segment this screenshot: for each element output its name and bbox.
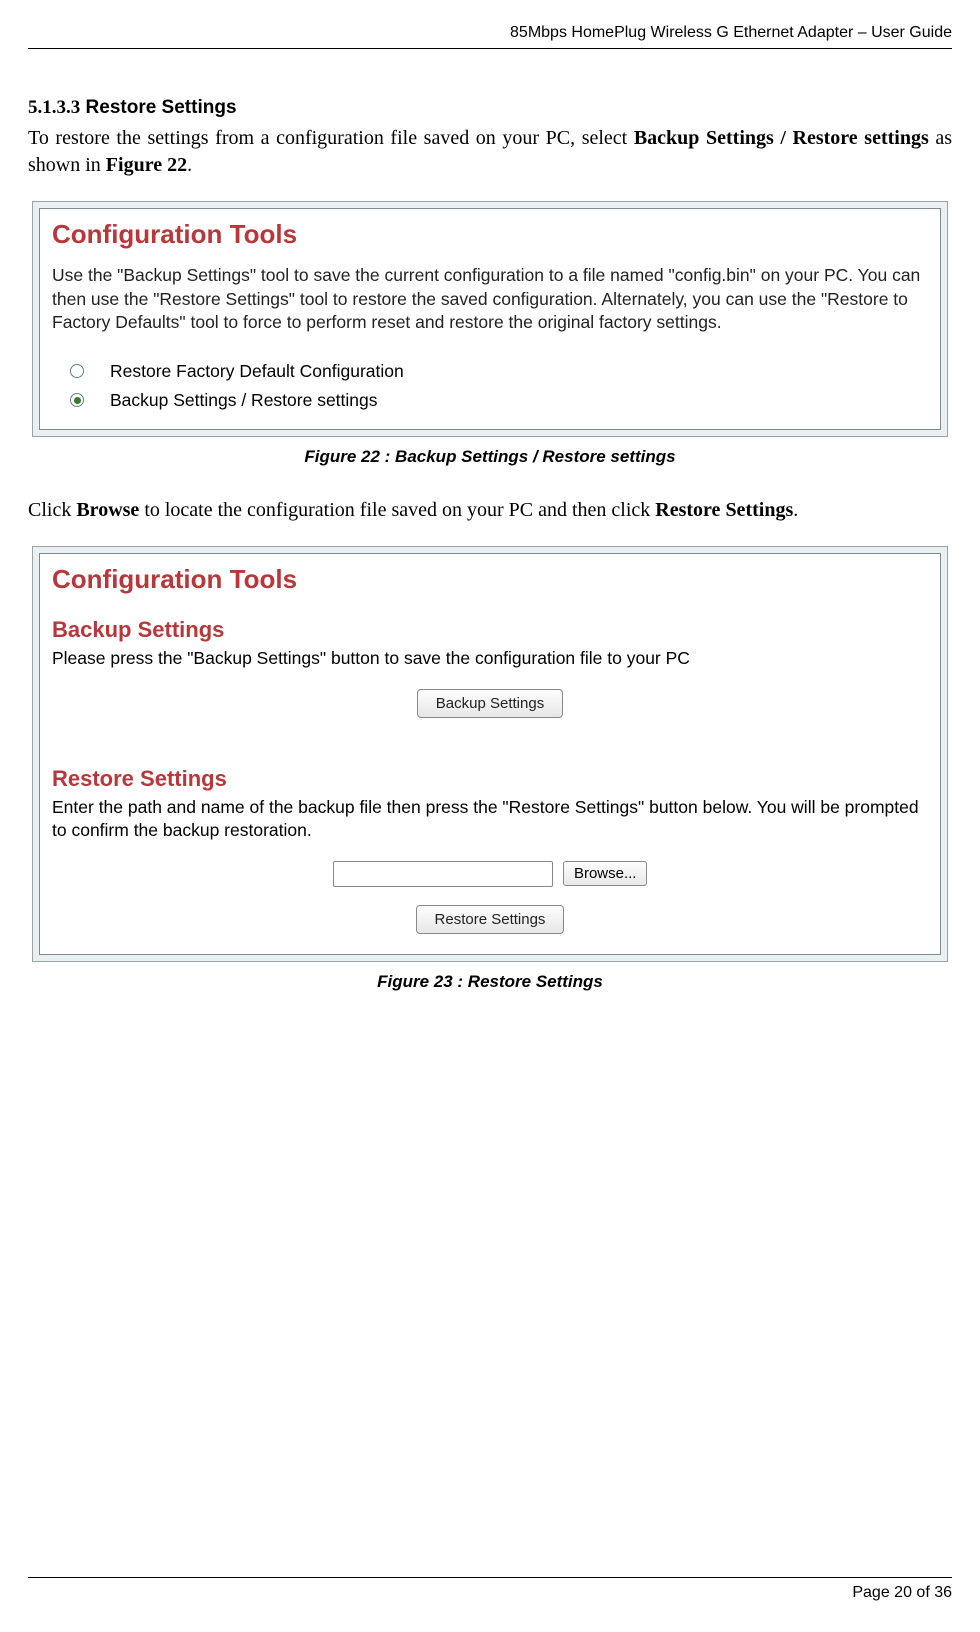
radio-icon-selected[interactable]	[70, 393, 84, 407]
restore-settings-button[interactable]: Restore Settings	[416, 905, 565, 934]
restore-settings-text: Enter the path and name of the backup fi…	[52, 796, 928, 843]
backup-settings-heading: Backup Settings	[52, 617, 928, 643]
page-number: Page 20 of 36	[28, 1584, 952, 1602]
figure-22-screenshot: Configuration Tools Use the "Backup Sett…	[32, 201, 948, 437]
backup-settings-text: Please press the "Backup Settings" butto…	[52, 647, 928, 671]
para-text-a: To restore the settings from a configura…	[28, 127, 634, 149]
restore-button-row: Restore Settings	[52, 905, 928, 934]
config-tools-title-1: Configuration Tools	[52, 219, 928, 250]
mid-bold-2: Restore Settings	[655, 499, 793, 521]
mid-c: .	[793, 499, 798, 521]
header-rule	[28, 48, 952, 49]
para-text-c: .	[187, 154, 192, 176]
mid-bold-1: Browse	[76, 499, 139, 521]
config-tools-desc: Use the "Backup Settings" tool to save t…	[52, 264, 928, 335]
footer-rule	[28, 1577, 952, 1578]
mid-a: Click	[28, 499, 76, 521]
file-path-input[interactable]	[333, 861, 553, 887]
section-heading: 5.1.3.3 Restore Settings	[28, 97, 952, 119]
para-bold-2: Figure 22	[106, 154, 187, 176]
backup-button-row: Backup Settings	[52, 689, 928, 718]
radio-icon[interactable]	[70, 364, 84, 378]
para-bold-1: Backup Settings / Restore settings	[634, 127, 929, 149]
figure-22-inner: Configuration Tools Use the "Backup Sett…	[39, 208, 941, 430]
figure-22-caption: Figure 22 : Backup Settings / Restore se…	[28, 447, 952, 467]
backup-settings-button[interactable]: Backup Settings	[417, 689, 563, 718]
radio-option-backup[interactable]: Backup Settings / Restore settings	[52, 386, 928, 415]
restore-settings-heading: Restore Settings	[52, 766, 928, 792]
radio-label-1: Restore Factory Default Configuration	[110, 361, 404, 382]
section-number: 5.1.3.3	[28, 97, 80, 118]
browse-button[interactable]: Browse...	[563, 861, 648, 886]
radio-label-2: Backup Settings / Restore settings	[110, 390, 378, 411]
mid-b: to locate the configuration file saved o…	[139, 499, 655, 521]
radio-option-factory[interactable]: Restore Factory Default Configuration	[52, 357, 928, 386]
file-input-row: Browse...	[52, 861, 928, 887]
figure-23-inner: Configuration Tools Backup Settings Plea…	[39, 553, 941, 955]
figure-23-caption: Figure 23 : Restore Settings	[28, 972, 952, 992]
section-title: Restore Settings	[86, 97, 237, 118]
figure-23-screenshot: Configuration Tools Backup Settings Plea…	[32, 546, 948, 962]
mid-paragraph: Click Browse to locate the configuration…	[28, 497, 952, 524]
intro-paragraph: To restore the settings from a configura…	[28, 125, 952, 179]
footer: Page 20 of 36	[28, 1577, 952, 1602]
config-tools-title-2: Configuration Tools	[52, 564, 928, 595]
header-title: 85Mbps HomePlug Wireless G Ethernet Adap…	[28, 24, 952, 42]
